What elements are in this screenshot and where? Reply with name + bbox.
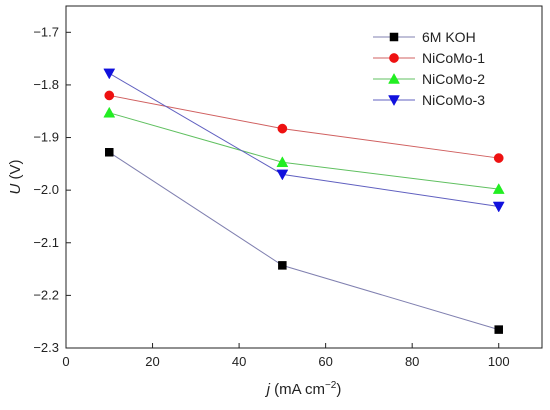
- x-tick-label: 80: [405, 354, 419, 369]
- data-point-nicomo-1: [104, 90, 115, 101]
- data-point-nicomo-2: [103, 106, 116, 118]
- legend-marker-nicomo-3: [388, 95, 400, 107]
- axis-ticks: 0 20 40 60 80 100 −1.7 −1.8 −1.9 −2.0 −2.1 −2.2 −2.3: [33, 24, 509, 369]
- data-point-nicomo-3: [103, 68, 116, 80]
- legend-marker-nicomo-1: [389, 53, 399, 63]
- x-axis-var: j: [265, 381, 271, 398]
- y-axis-unit: (V): [7, 159, 24, 183]
- legend-label-nicomo-3: NiCoMo-3: [422, 92, 485, 108]
- y-tick-label: −1.9: [33, 130, 59, 145]
- data-point-nicomo-2: [276, 156, 289, 168]
- data-point-nicomo-1: [277, 123, 288, 134]
- legend-marker-6m-koh: [389, 32, 399, 42]
- legend-label-nicomo-1: NiCoMo-1: [422, 50, 485, 66]
- y-tick-label: −2.0: [33, 182, 59, 197]
- x-axis-unit-exponent: −2: [325, 380, 337, 391]
- y-tick-label: −2.3: [33, 340, 59, 355]
- y-tick-label: −2.2: [33, 287, 59, 302]
- x-tick-label: 40: [232, 354, 246, 369]
- legend-label-nicomo-2: NiCoMo-2: [422, 71, 485, 87]
- series-lines: [108, 72, 499, 331]
- x-axis-unit-close: ): [336, 381, 341, 398]
- series-markers: [103, 68, 505, 334]
- data-point-nicomo-2: [492, 183, 505, 194]
- y-tick-label: −1.8: [33, 77, 59, 92]
- x-tick-label: 100: [488, 354, 510, 369]
- y-axis-var: U: [7, 184, 24, 195]
- x-tick-label: 20: [145, 354, 159, 369]
- legend-label-6m-koh: 6M KOH: [422, 29, 476, 45]
- x-axis-unit: (mA cm: [270, 381, 325, 398]
- data-point-nicomo-1: [493, 153, 504, 163]
- y-tick-label: −1.7: [33, 24, 59, 39]
- x-tick-label: 60: [318, 354, 332, 369]
- x-axis-title: j (mA cm−2): [265, 380, 342, 398]
- plot-frame: [65, 5, 543, 349]
- x-tick-label: 0: [62, 354, 69, 369]
- data-point-6m-koh: [494, 325, 503, 334]
- data-point-6m-koh: [278, 261, 287, 270]
- data-point-6m-koh: [105, 148, 114, 157]
- data-point-nicomo-3: [276, 169, 289, 181]
- legend: 6M KOH NiCoMo-1 NiCoMo-2 NiCoMo-3: [373, 29, 485, 108]
- legend-marker-nicomo-2: [388, 72, 400, 84]
- series-line-6m-koh: [108, 151, 499, 331]
- y-axis-title: U (V): [7, 159, 24, 194]
- y-tick-label: −2.1: [33, 235, 59, 250]
- data-point-nicomo-3: [492, 201, 505, 213]
